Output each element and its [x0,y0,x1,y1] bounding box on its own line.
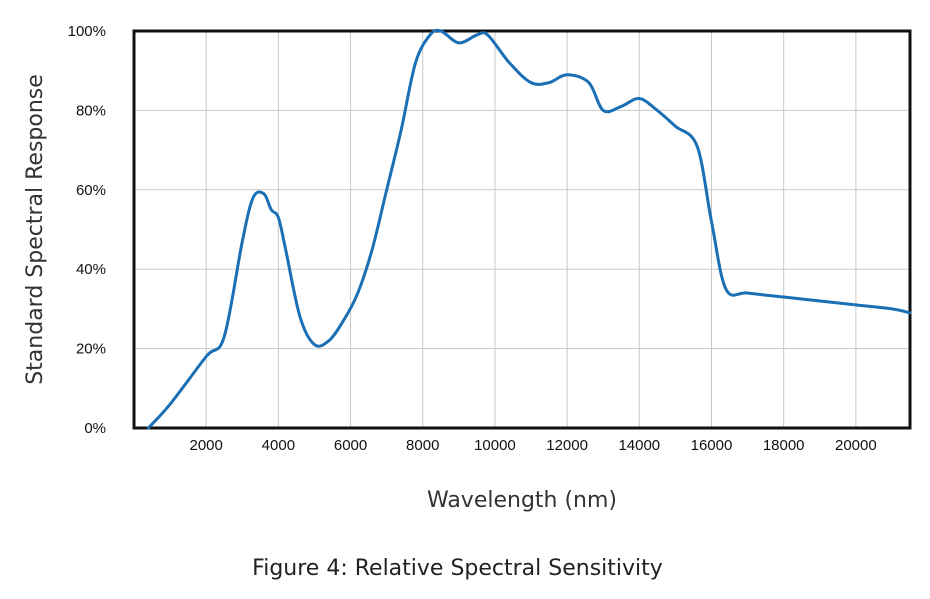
x-tick-label-1: 4000 [262,437,295,454]
x-tick-label-3: 8000 [406,437,439,454]
y-tick-label-4: 80% [76,102,106,119]
x-tick-label-8: 18000 [763,437,805,454]
x-tick-label-4: 10000 [474,437,516,454]
x-tick-label-0: 2000 [189,437,222,454]
x-tick-label-9: 20000 [835,437,877,454]
x-tick-label-5: 12000 [546,437,588,454]
x-tick-labels: 2000 4000 6000 8000 10000 12000 14000 16000 1800… [189,437,876,454]
series-line-0 [146,28,912,430]
y-axis-label: Standard Spectral Response [23,74,48,385]
y-tick-labels: 0% 20% 40% 60% 80% 100% [68,23,106,437]
x-tick-label-7: 16000 [691,437,733,454]
x-tick-label-2: 6000 [334,437,367,454]
figure-caption: Figure 4: Relative Spectral Sensitivity [252,556,663,581]
data-series [146,28,912,430]
plot-frame [132,29,912,430]
y-tick-label-2: 40% [76,261,106,278]
grid-lines [134,30,910,429]
y-tick-label-5: 100% [68,23,106,40]
y-tick-label-1: 20% [76,341,106,358]
y-tick-label-0: 0% [84,420,106,437]
x-tick-label-6: 14000 [618,437,660,454]
y-tick-label-3: 60% [76,182,106,199]
x-axis-label: Wavelength (nm) [427,488,617,513]
